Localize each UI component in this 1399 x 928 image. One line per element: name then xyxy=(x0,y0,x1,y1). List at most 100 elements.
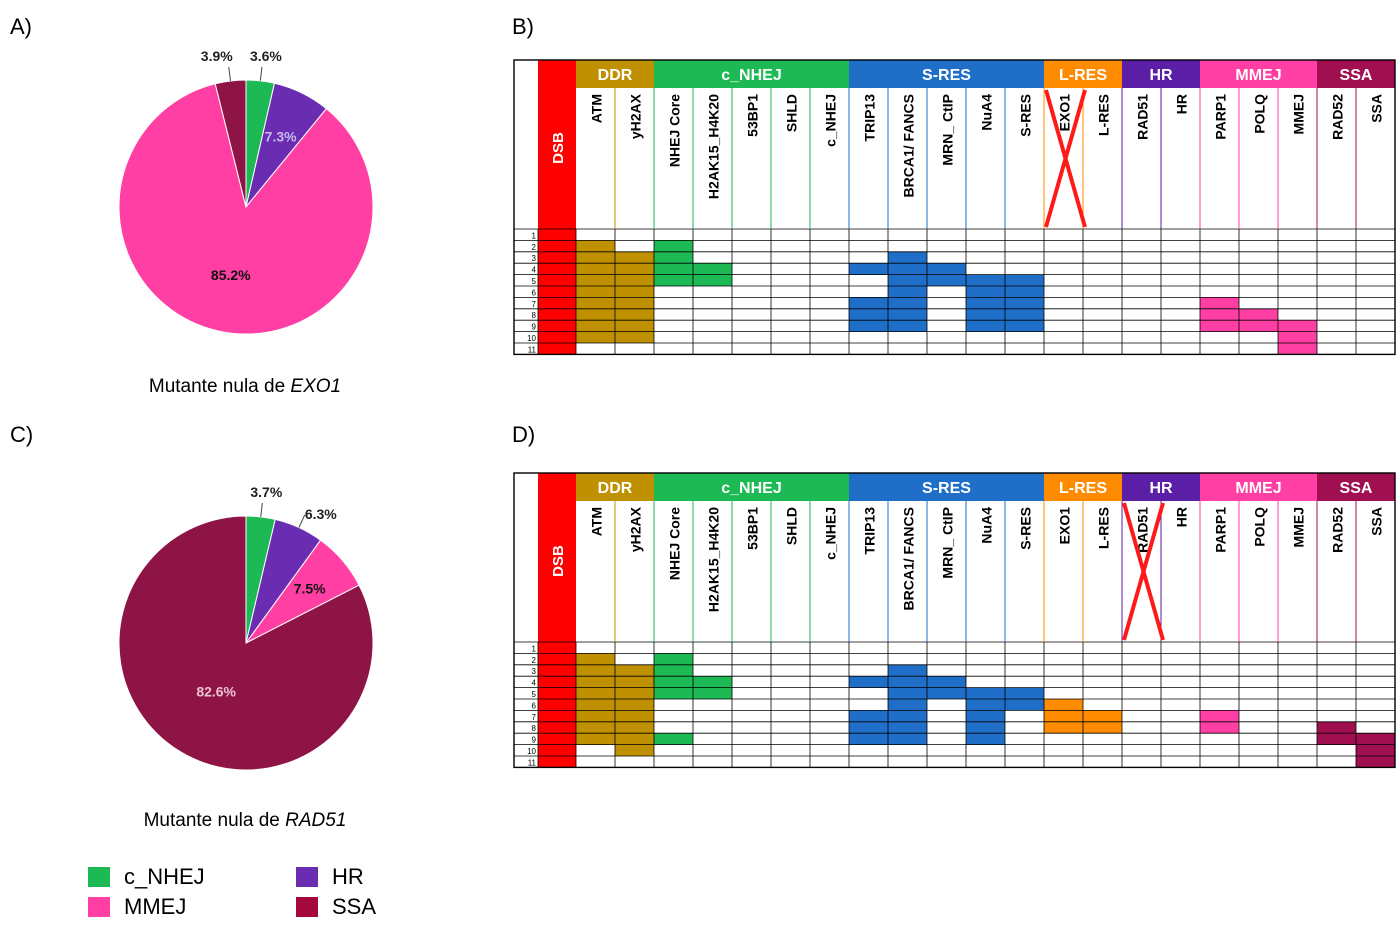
caption-gene: EXO1 xyxy=(290,376,342,397)
filled-cell xyxy=(576,286,615,298)
filled-cell xyxy=(927,676,966,688)
filled-cell xyxy=(1005,308,1044,321)
filled-cell xyxy=(1317,733,1356,745)
row-number: 5 xyxy=(532,690,537,699)
filled-cell xyxy=(615,676,654,688)
caption-prefix: Mutante nula de xyxy=(148,376,291,397)
filled-cell xyxy=(966,297,1005,309)
filled-cell xyxy=(888,676,927,688)
group-header-s-res xyxy=(849,473,1044,501)
row-number: 4 xyxy=(532,266,537,275)
group-header-c-nhej xyxy=(654,60,849,88)
filled-cell xyxy=(693,263,732,275)
filled-cell xyxy=(888,320,927,332)
group-header-ddr xyxy=(576,60,654,88)
dsb-label: DSB xyxy=(550,545,567,577)
group-header-label: DDR xyxy=(598,480,633,497)
filled-cell xyxy=(1356,756,1395,768)
pie-slice-ssa xyxy=(214,79,247,208)
group-header-mmej xyxy=(1200,60,1317,88)
column-label-nhej-core: NHEJ Core xyxy=(667,94,683,167)
dsb-column xyxy=(538,60,576,355)
column-label-brca1-fancs: BRCA1/ FANCS xyxy=(901,94,917,197)
column-label-atm: ATM xyxy=(589,507,605,536)
filled-cell xyxy=(576,331,615,343)
row-number: 7 xyxy=(532,713,537,722)
filled-cell xyxy=(966,320,1005,332)
table-border xyxy=(513,59,1396,356)
filled-cell xyxy=(693,274,732,286)
filled-cell xyxy=(615,664,654,677)
pie-label-c-nhej: 3.6% xyxy=(250,48,282,64)
row-number: 11 xyxy=(528,758,537,767)
legend: c_NHEJ HR MMEJ SSA xyxy=(88,864,408,928)
filled-cell xyxy=(654,733,693,745)
column-label-nua4: NuA4 xyxy=(979,507,995,544)
group-header-s-res xyxy=(849,60,1044,88)
group-header-label: L-RES xyxy=(1059,480,1107,497)
column-label-53bp1: 53BP1 xyxy=(745,94,761,137)
filled-cell xyxy=(849,308,888,321)
filled-cell xyxy=(654,653,693,665)
row-number: 8 xyxy=(532,311,537,320)
filled-cell xyxy=(888,297,927,309)
row-number: 2 xyxy=(532,656,537,665)
column-label-polq: POLQ xyxy=(1252,507,1268,547)
filled-cell xyxy=(888,274,927,286)
group-header-label: HR xyxy=(1149,67,1173,84)
pie-slice-ssa xyxy=(118,515,374,771)
filled-cell xyxy=(1239,320,1278,332)
filled-cell xyxy=(576,320,615,332)
column-label-rad52: RAD52 xyxy=(1330,94,1346,140)
filled-cell xyxy=(966,286,1005,298)
filled-cell xyxy=(615,710,654,722)
filled-cell xyxy=(615,687,654,699)
column-label-c-nhej: c_NHEJ xyxy=(823,94,839,147)
group-header-ddr xyxy=(576,473,654,501)
filled-cell xyxy=(576,699,615,711)
row-number: 1 xyxy=(532,644,537,653)
column-label-parp1: PARP1 xyxy=(1213,94,1229,140)
row-number: 6 xyxy=(532,288,537,297)
group-header-l-res xyxy=(1044,473,1122,501)
panel-letter-a: A) xyxy=(10,14,32,39)
column-label-rad51: RAD51 xyxy=(1135,94,1151,140)
pie-leader-line xyxy=(260,502,263,517)
row-number: 9 xyxy=(532,323,537,332)
filled-cell xyxy=(1005,320,1044,332)
column-label-nua4: NuA4 xyxy=(979,94,995,131)
filled-cell xyxy=(966,308,1005,321)
column-label-hr: HR xyxy=(1174,94,1190,114)
legend-label: SSA xyxy=(332,894,377,919)
panel-letter-d: D) xyxy=(512,422,536,447)
row-number: 9 xyxy=(532,736,537,745)
filled-cell xyxy=(615,744,654,756)
column-label-l-res: L-RES xyxy=(1096,507,1112,549)
filled-cell xyxy=(1005,699,1044,711)
group-header-hr xyxy=(1122,60,1200,88)
group-header-mmej xyxy=(1200,473,1317,501)
filled-cell xyxy=(576,687,615,699)
column-label-parp1: PARP1 xyxy=(1213,507,1229,553)
row-number: 1 xyxy=(532,231,537,240)
filled-cell xyxy=(576,263,615,275)
row-number: 7 xyxy=(532,300,537,309)
row-number: 2 xyxy=(532,243,537,252)
filled-cell xyxy=(966,274,1005,286)
filled-cell xyxy=(888,263,927,275)
legend-swatch xyxy=(88,897,110,917)
row-number: 10 xyxy=(527,747,536,756)
filled-cell xyxy=(849,721,888,734)
filled-cell xyxy=(576,721,615,734)
group-header-label: DDR xyxy=(598,67,633,84)
filled-cell xyxy=(1278,343,1317,355)
caption-rad51: Mutante nula de RAD51 xyxy=(95,810,395,832)
filled-cell xyxy=(1044,721,1083,734)
filled-cell xyxy=(1278,320,1317,332)
filled-cell xyxy=(654,676,693,688)
filled-cell xyxy=(927,274,966,286)
filled-cell xyxy=(1356,744,1395,756)
pie-label-c-nhej: 3.7% xyxy=(250,484,282,500)
filled-cell xyxy=(966,721,1005,734)
column-label-mmej: MMEJ xyxy=(1291,507,1307,547)
